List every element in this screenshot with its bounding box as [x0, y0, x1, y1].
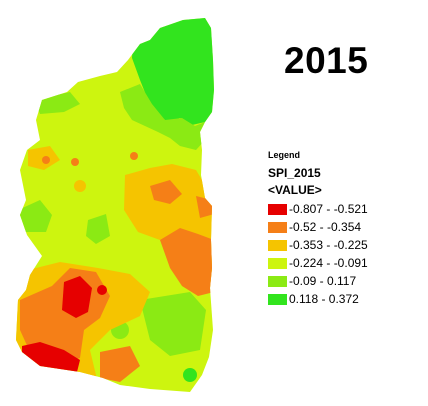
legend-layer-name: SPI_2015 [268, 166, 321, 180]
zone-wet-margin [120, 84, 205, 150]
legend-item: -0.353 - -0.225 [268, 236, 368, 254]
legend: Legend SPI_2015 <VALUE> -0.807 - -0.521-… [268, 149, 368, 308]
legend-swatch [268, 293, 287, 305]
spi-surface [16, 18, 214, 392]
legend-swatch [268, 257, 287, 269]
legend-item-label: -0.224 - -0.091 [289, 256, 368, 270]
zone-driest-west [62, 276, 92, 318]
zone-dry-spot [74, 180, 86, 192]
zone-wet-central [86, 214, 110, 244]
zone-driest-spot [97, 285, 107, 295]
legend-item-label: -0.52 - -0.354 [289, 220, 362, 234]
legend-classes: -0.807 - -0.521 -0.52 - -0.354 -0.353 - -0… [268, 200, 368, 308]
legend-item-label: 0.118 - 0.372 [289, 292, 359, 306]
legend-swatch [268, 239, 287, 251]
legend-item: -0.52 - -0.354 [268, 218, 368, 236]
zone-wettest-south-spot [183, 368, 197, 382]
zone-drier-south [100, 346, 140, 382]
legend-item: -0.09 - 0.117 [268, 272, 368, 290]
zone-wet-west-middle [18, 200, 52, 232]
zone-drier-east [160, 228, 214, 296]
map-title: 2015 [284, 40, 369, 81]
zone-drier-east-upper [150, 180, 182, 204]
zone-wet-south [140, 292, 206, 356]
legend-swatch [268, 203, 287, 215]
legend-item-label: -0.09 - 0.117 [289, 274, 357, 288]
legend-item-label: -0.807 - -0.521 [289, 202, 368, 216]
zone-drier-spot [42, 156, 50, 164]
legend-item-label: -0.353 - -0.225 [289, 238, 368, 252]
legend-item: 0.118 - 0.372 [268, 290, 368, 308]
legend-heading: Legend [268, 150, 301, 160]
legend-item: -0.224 - -0.091 [268, 254, 368, 272]
legend-field-name: <VALUE> [268, 183, 322, 197]
legend-swatch [268, 275, 287, 287]
zone-drier-spot [130, 152, 138, 160]
zone-wettest-north [132, 18, 214, 128]
zone-drier-spot [71, 158, 79, 166]
legend-swatch [268, 221, 287, 233]
legend-item: -0.807 - -0.521 [268, 200, 368, 218]
